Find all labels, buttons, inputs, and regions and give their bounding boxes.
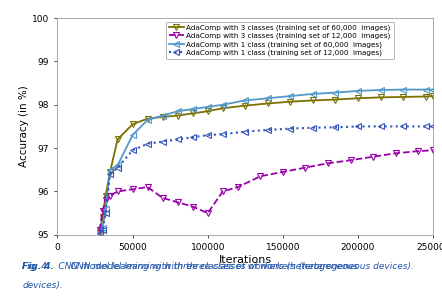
AdaComp with 1 class (training set of 12,000  images) <box>190 135 195 139</box>
AdaComp with 3 classes (training set of 12,000  images) <box>393 151 398 155</box>
AdaComp with 3 classes (training set of 12,000  images) <box>258 175 263 178</box>
AdaComp with 1 class (training set of 60,000  images) <box>288 94 293 98</box>
Line: AdaComp with 1 class (training set of 12,000  images): AdaComp with 1 class (training set of 12… <box>97 124 436 235</box>
AdaComp with 3 classes (training set of 60,000  images) <box>130 123 135 126</box>
AdaComp with 1 class (training set of 60,000  images) <box>145 118 150 122</box>
Text: CNN model learning with three classes of workers (heterogeneous devices).: CNN model learning with three classes of… <box>62 262 414 271</box>
AdaComp with 3 classes (training set of 12,000  images) <box>100 209 105 213</box>
AdaComp with 1 class (training set of 60,000  images) <box>160 114 165 117</box>
AdaComp with 3 classes (training set of 12,000  images) <box>107 194 113 197</box>
AdaComp with 3 classes (training set of 12,000  images) <box>280 170 286 174</box>
AdaComp with 3 classes (training set of 12,000  images) <box>190 205 195 208</box>
AdaComp with 1 class (training set of 12,000  images) <box>115 166 120 169</box>
AdaComp with 1 class (training set of 60,000  images) <box>115 164 120 167</box>
AdaComp with 3 classes (training set of 60,000  images) <box>145 117 150 120</box>
AdaComp with 1 class (training set of 60,000  images) <box>310 92 316 96</box>
AdaComp with 3 classes (training set of 60,000  images) <box>400 95 406 99</box>
AdaComp with 1 class (training set of 60,000  images) <box>100 226 105 230</box>
AdaComp with 1 class (training set of 12,000  images) <box>378 125 383 128</box>
AdaComp with 3 classes (training set of 60,000  images) <box>378 96 383 99</box>
AdaComp with 3 classes (training set of 12,000  images) <box>145 185 150 189</box>
AdaComp with 3 classes (training set of 12,000  images) <box>348 158 353 162</box>
AdaComp with 1 class (training set of 12,000  images) <box>333 126 338 129</box>
AdaComp with 3 classes (training set of 12,000  images) <box>160 196 165 200</box>
AdaComp with 1 class (training set of 12,000  images) <box>107 172 113 176</box>
AdaComp with 1 class (training set of 12,000  images) <box>97 231 102 234</box>
AdaComp with 3 classes (training set of 60,000  images) <box>160 115 165 119</box>
AdaComp with 3 classes (training set of 12,000  images) <box>415 149 421 153</box>
AdaComp with 3 classes (training set of 60,000  images) <box>423 95 428 98</box>
AdaComp with 1 class (training set of 12,000  images) <box>400 125 406 128</box>
AdaComp with 1 class (training set of 12,000  images) <box>355 125 361 128</box>
Text: devices).: devices). <box>22 281 63 290</box>
AdaComp with 3 classes (training set of 12,000  images) <box>235 185 240 189</box>
Text: Fig. 4.: Fig. 4. <box>22 262 54 271</box>
AdaComp with 1 class (training set of 60,000  images) <box>205 105 210 109</box>
AdaComp with 1 class (training set of 12,000  images) <box>423 125 428 128</box>
AdaComp with 1 class (training set of 60,000  images) <box>423 88 428 92</box>
Line: AdaComp with 3 classes (training set of 60,000  images): AdaComp with 3 classes (training set of … <box>97 93 436 235</box>
AdaComp with 1 class (training set of 12,000  images) <box>243 130 248 133</box>
AdaComp with 1 class (training set of 12,000  images) <box>431 125 436 128</box>
AdaComp with 1 class (training set of 60,000  images) <box>265 96 271 100</box>
Text: Fig. 4.   CNN model learning with three classes of workers (heterogeneous: Fig. 4. CNN model learning with three cl… <box>22 262 358 271</box>
AdaComp with 1 class (training set of 12,000  images) <box>103 211 108 215</box>
AdaComp with 3 classes (training set of 12,000  images) <box>431 148 436 152</box>
AdaComp with 3 classes (training set of 12,000  images) <box>303 166 308 169</box>
AdaComp with 3 classes (training set of 60,000  images) <box>310 99 316 102</box>
AdaComp with 3 classes (training set of 60,000  images) <box>355 96 361 100</box>
Y-axis label: Accuracy (in %): Accuracy (in %) <box>19 85 29 167</box>
AdaComp with 3 classes (training set of 12,000  images) <box>103 198 108 202</box>
AdaComp with 1 class (training set of 12,000  images) <box>160 140 165 143</box>
AdaComp with 3 classes (training set of 12,000  images) <box>97 229 102 232</box>
AdaComp with 1 class (training set of 60,000  images) <box>431 88 436 92</box>
AdaComp with 1 class (training set of 12,000  images) <box>288 127 293 130</box>
X-axis label: Iterations: Iterations <box>219 255 272 265</box>
Legend: AdaComp with 3 classes (training set of 60,000  images), AdaComp with 3 classes : AdaComp with 3 classes (training set of … <box>166 22 394 59</box>
AdaComp with 1 class (training set of 60,000  images) <box>400 88 406 92</box>
AdaComp with 1 class (training set of 12,000  images) <box>145 142 150 146</box>
AdaComp with 3 classes (training set of 60,000  images) <box>190 112 195 115</box>
AdaComp with 1 class (training set of 12,000  images) <box>130 148 135 152</box>
AdaComp with 3 classes (training set of 60,000  images) <box>107 170 113 174</box>
AdaComp with 1 class (training set of 60,000  images) <box>378 88 383 92</box>
AdaComp with 3 classes (training set of 60,000  images) <box>265 102 271 105</box>
AdaComp with 1 class (training set of 60,000  images) <box>190 107 195 111</box>
AdaComp with 1 class (training set of 60,000  images) <box>130 133 135 137</box>
AdaComp with 1 class (training set of 60,000  images) <box>355 89 361 93</box>
AdaComp with 1 class (training set of 12,000  images) <box>265 128 271 132</box>
Line: AdaComp with 3 classes (training set of 12,000  images): AdaComp with 3 classes (training set of … <box>97 147 436 233</box>
AdaComp with 3 classes (training set of 12,000  images) <box>175 200 180 204</box>
AdaComp with 1 class (training set of 12,000  images) <box>220 132 225 136</box>
AdaComp with 1 class (training set of 60,000  images) <box>220 103 225 107</box>
AdaComp with 1 class (training set of 12,000  images) <box>310 126 316 129</box>
AdaComp with 3 classes (training set of 12,000  images) <box>325 161 331 165</box>
AdaComp with 1 class (training set of 12,000  images) <box>100 229 105 232</box>
AdaComp with 3 classes (training set of 60,000  images) <box>431 94 436 98</box>
AdaComp with 3 classes (training set of 60,000  images) <box>333 98 338 101</box>
AdaComp with 1 class (training set of 60,000  images) <box>103 207 108 211</box>
AdaComp with 3 classes (training set of 60,000  images) <box>115 138 120 141</box>
AdaComp with 1 class (training set of 12,000  images) <box>175 138 180 141</box>
AdaComp with 3 classes (training set of 60,000  images) <box>103 194 108 197</box>
AdaComp with 1 class (training set of 12,000  images) <box>205 133 210 137</box>
AdaComp with 3 classes (training set of 60,000  images) <box>243 104 248 107</box>
AdaComp with 3 classes (training set of 12,000  images) <box>130 188 135 191</box>
AdaComp with 1 class (training set of 60,000  images) <box>97 231 102 234</box>
AdaComp with 3 classes (training set of 60,000  images) <box>97 231 102 234</box>
Line: AdaComp with 1 class (training set of 60,000  images): AdaComp with 1 class (training set of 60… <box>97 87 436 235</box>
AdaComp with 3 classes (training set of 12,000  images) <box>370 155 376 159</box>
AdaComp with 3 classes (training set of 60,000  images) <box>175 114 180 117</box>
AdaComp with 1 class (training set of 60,000  images) <box>107 168 113 172</box>
AdaComp with 1 class (training set of 60,000  images) <box>243 99 248 102</box>
AdaComp with 1 class (training set of 60,000  images) <box>333 91 338 95</box>
AdaComp with 3 classes (training set of 12,000  images) <box>205 211 210 215</box>
AdaComp with 3 classes (training set of 60,000  images) <box>288 100 293 104</box>
AdaComp with 3 classes (training set of 12,000  images) <box>220 190 225 193</box>
AdaComp with 1 class (training set of 60,000  images) <box>175 110 180 113</box>
AdaComp with 3 classes (training set of 60,000  images) <box>205 110 210 113</box>
AdaComp with 3 classes (training set of 60,000  images) <box>220 107 225 110</box>
AdaComp with 3 classes (training set of 60,000  images) <box>100 216 105 219</box>
AdaComp with 3 classes (training set of 12,000  images) <box>115 190 120 193</box>
